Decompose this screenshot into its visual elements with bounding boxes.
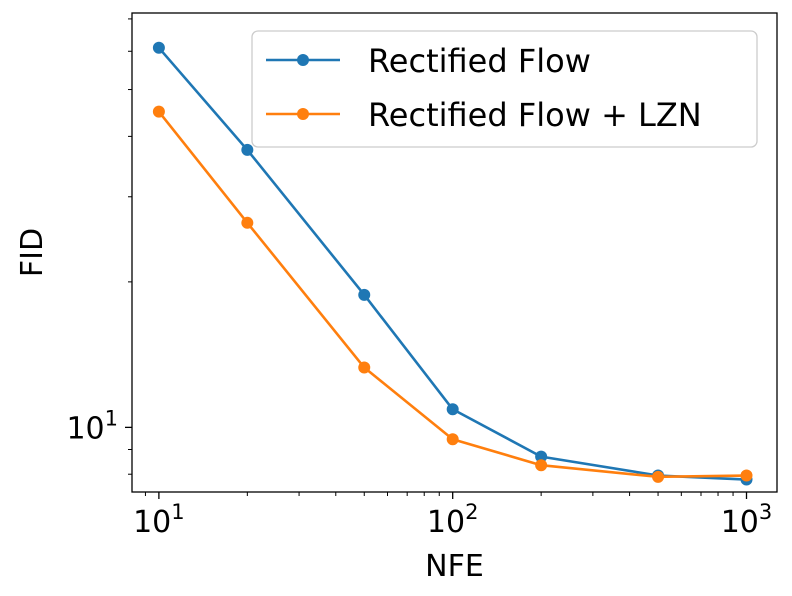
y-axis-ticks: 101 bbox=[66, 18, 132, 475]
legend-box bbox=[251, 30, 758, 148]
legend-marker-rectified-flow-lzn bbox=[297, 108, 309, 120]
x-axis-label: NFE bbox=[425, 549, 484, 584]
x-axis-ticks: 101 102 103 bbox=[133, 492, 772, 540]
x-tick-label-10: 101 bbox=[133, 500, 185, 540]
y-tick-label-10: 101 bbox=[66, 406, 118, 446]
data-point-rectified-flow-100 bbox=[446, 403, 459, 416]
x-tick-label-100: 102 bbox=[427, 500, 479, 540]
data-point-rectified-flow-10 bbox=[152, 41, 165, 54]
data-point-rectified-flow-lzn-100 bbox=[446, 433, 459, 446]
data-point-rectified-flow-lzn-50 bbox=[358, 361, 371, 374]
plot-series-group bbox=[152, 41, 753, 486]
legend-label-rectified-flow-lzn: Rectified Flow + LZN bbox=[368, 96, 702, 134]
legend-label-rectified-flow: Rectified Flow bbox=[368, 42, 591, 80]
legend-marker-rectified-flow bbox=[297, 54, 309, 66]
series-line-rectified-flow-lzn bbox=[157, 110, 748, 479]
x-tick-label-1000: 103 bbox=[721, 500, 773, 540]
data-point-rectified-flow-200 bbox=[535, 450, 548, 463]
plot-area-frame bbox=[131, 12, 778, 493]
data-point-rectified-flow-20 bbox=[241, 143, 254, 156]
data-point-rectified-flow-lzn-1000 bbox=[740, 469, 753, 482]
data-point-rectified-flow-50 bbox=[358, 288, 371, 301]
legend: Rectified Flow Rectified Flow + LZN bbox=[251, 30, 758, 148]
data-point-rectified-flow-lzn-20 bbox=[241, 216, 254, 229]
y-axis-label: FID bbox=[15, 228, 50, 277]
data-point-rectified-flow-lzn-200 bbox=[535, 459, 548, 472]
data-point-rectified-flow-lzn-10 bbox=[152, 105, 165, 118]
data-point-rectified-flow-lzn-500 bbox=[652, 470, 665, 483]
